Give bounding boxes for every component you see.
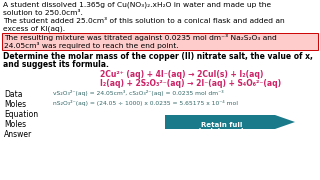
Text: Retain full: Retain full (201, 122, 243, 128)
Text: excess of KI(aq).: excess of KI(aq). (3, 26, 65, 33)
Text: and suggest its formula.: and suggest its formula. (3, 60, 109, 69)
Text: solution to 250.0cm³.: solution to 250.0cm³. (3, 10, 83, 16)
Text: vS₂O₃²⁻(aq) = 24.05cm³, cS₂O₃²⁻(aq) = 0.0235 mol dm⁻³: vS₂O₃²⁻(aq) = 24.05cm³, cS₂O₃²⁻(aq) = 0.… (53, 90, 224, 96)
Text: calculator value: calculator value (190, 128, 254, 134)
Text: nS₂O₃²⁻(aq) = (24.05 ÷ 1000) x 0.0235 = 5.65175 x 10⁻⁴ mol: nS₂O₃²⁻(aq) = (24.05 ÷ 1000) x 0.0235 = … (53, 100, 238, 106)
Text: Moles: Moles (4, 100, 26, 109)
Text: The resulting mixture was titrated against 0.0235 mol dm⁻³ Na₂S₂O₃ and: The resulting mixture was titrated again… (4, 34, 277, 41)
Text: I₂(aq) + 2S₂O₃²⁻(aq) → 2I⁻(aq) + S₄O₆²⁻(aq): I₂(aq) + 2S₂O₃²⁻(aq) → 2I⁻(aq) + S₄O₆²⁻(… (100, 79, 281, 88)
Text: Answer: Answer (4, 130, 32, 139)
Text: Equation: Equation (4, 110, 38, 119)
Text: 24.05cm³ was required to reach the end point.: 24.05cm³ was required to reach the end p… (4, 42, 179, 49)
Text: Moles: Moles (4, 120, 26, 129)
FancyArrow shape (165, 115, 295, 129)
Text: 2Cu²⁺ (aq) + 4I⁻(aq) → 2CuI(s) + I₂(aq): 2Cu²⁺ (aq) + 4I⁻(aq) → 2CuI(s) + I₂(aq) (100, 70, 263, 79)
Text: A student dissolved 1.365g of Cu(NO₃)₂.xH₂O in water and made up the: A student dissolved 1.365g of Cu(NO₃)₂.x… (3, 2, 271, 8)
Text: The student added 25.0cm³ of this solution to a conical flask and added an: The student added 25.0cm³ of this soluti… (3, 18, 285, 24)
Text: Data: Data (4, 90, 22, 99)
FancyBboxPatch shape (2, 33, 318, 50)
Text: Determine the molar mass of the copper (II) nitrate salt, the value of x,: Determine the molar mass of the copper (… (3, 52, 313, 61)
